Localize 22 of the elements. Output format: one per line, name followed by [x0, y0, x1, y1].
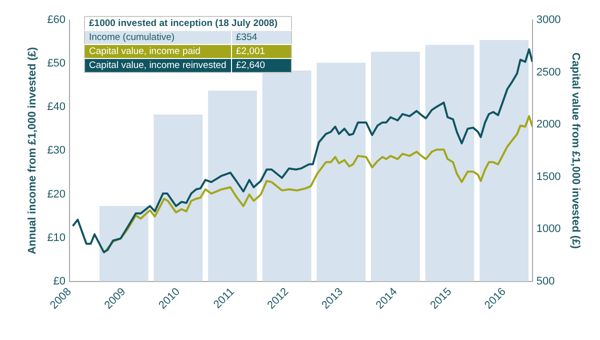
y2-tick-label: 1000 [536, 223, 561, 236]
y2-tick-label: 2000 [536, 118, 561, 131]
text: Capital value, income paid [89, 46, 200, 57]
text: Income (cumulative) [89, 32, 175, 43]
y2-tick-label: 2500 [536, 66, 561, 78]
y2-tick-label: 500 [536, 275, 555, 288]
y-tick-label: £10 [47, 232, 66, 244]
y2-axis-title: Capital value from £1,000 invested (£) [569, 52, 582, 250]
y2-tick-label: 3000 [536, 14, 561, 26]
annotation: £2,640 [232, 58, 292, 72]
annotation: £2,001 [232, 44, 292, 58]
y-tick-label: £40 [47, 101, 66, 114]
text: Capital value, income reinvested [89, 60, 226, 71]
annotation: £354 [232, 30, 292, 44]
y-tick-label: £0 [53, 275, 66, 288]
y-tick-label: £30 [47, 144, 66, 157]
y-tick-label: £60 [47, 14, 66, 26]
y-axis-title: Annual income from £1,000 invested (£) [26, 46, 39, 254]
legend-title: £1000 invested at inception (18 July 2008) [88, 17, 279, 30]
y-tick-label: £50 [47, 58, 66, 70]
y2-tick-label: 1500 [536, 170, 561, 183]
y-tick-label: £20 [47, 188, 66, 200]
